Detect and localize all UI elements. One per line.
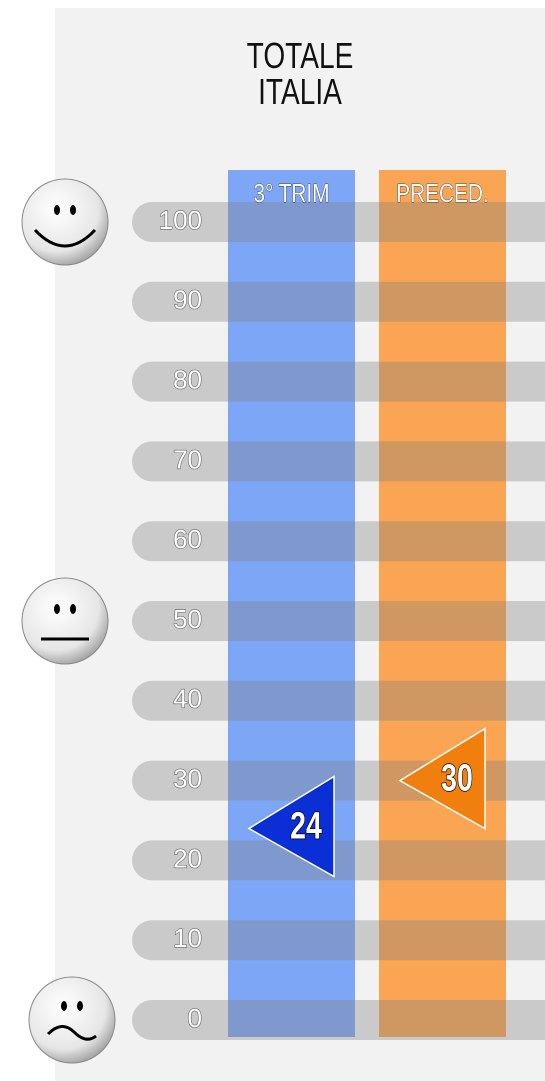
y-tick-label: 0 — [188, 1003, 202, 1033]
y-tick-label: 50 — [173, 604, 202, 634]
marker — [247, 775, 335, 878]
marker — [398, 727, 486, 830]
y-tick-label: 80 — [173, 364, 202, 394]
faces — [21, 178, 116, 1064]
legend-label: PRECED. — [396, 179, 488, 208]
grid-band — [132, 920, 545, 961]
chart-title: TOTALE ITALIA — [246, 35, 354, 112]
grid-band — [132, 1000, 545, 1040]
grid-band — [132, 361, 545, 402]
sad-face — [28, 976, 116, 1064]
legend-label: 3° TRIM — [253, 179, 329, 208]
y-tick-label: 10 — [173, 923, 202, 953]
y-tick-label: 100 — [159, 205, 202, 235]
y-tick-label: 60 — [173, 524, 202, 554]
grid-band — [132, 840, 545, 881]
column — [379, 170, 506, 1037]
grid-band — [132, 441, 545, 482]
y-tick-label: 70 — [173, 444, 202, 474]
y-tick-label: 30 — [173, 763, 202, 793]
value-label: 24 — [290, 806, 322, 848]
neutral-face — [21, 577, 109, 665]
column — [228, 170, 355, 1037]
grid-band — [132, 680, 545, 721]
grid-band — [132, 281, 545, 322]
y-tick-label: 20 — [173, 843, 202, 873]
grid-band — [132, 601, 545, 641]
grid-band — [132, 521, 545, 562]
grid-band — [132, 202, 545, 242]
y-tick-label: 40 — [173, 684, 202, 714]
y-tick-label: 90 — [173, 285, 202, 315]
happy-face — [21, 178, 109, 266]
value-label: 30 — [441, 758, 473, 800]
